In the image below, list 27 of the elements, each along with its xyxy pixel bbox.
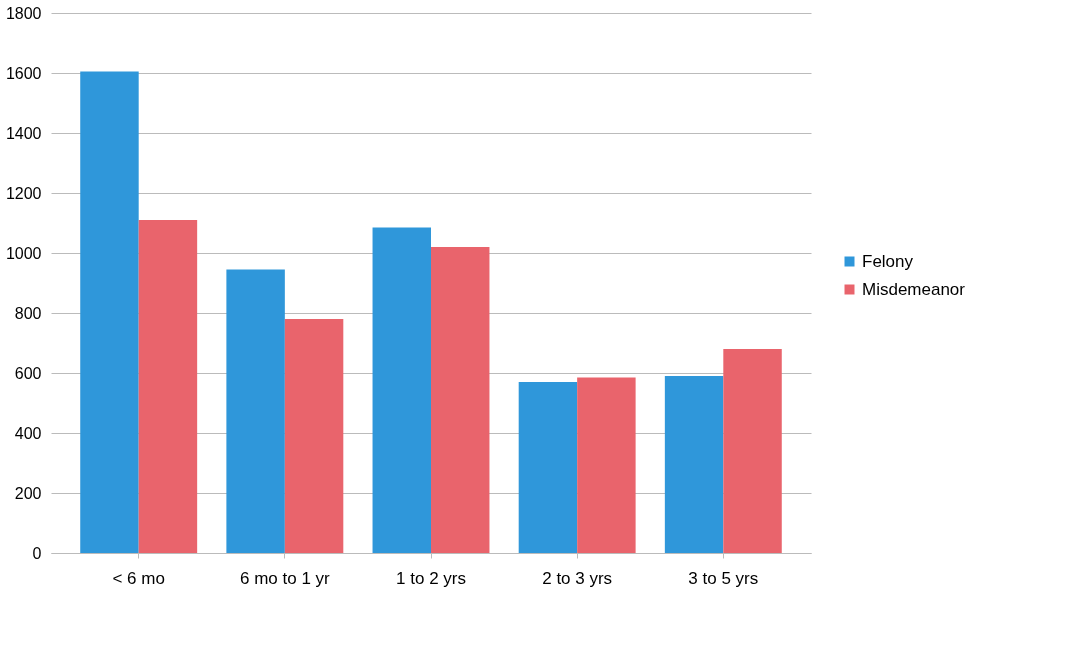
y-tick-label: 1200: [5, 184, 42, 202]
y-tick-label: 1800: [5, 4, 42, 22]
bar: [284, 319, 344, 553]
bar: [723, 349, 782, 553]
bar: [431, 247, 490, 553]
bar: [226, 269, 285, 553]
legend-label: Felony: [862, 251, 914, 271]
bar: [664, 376, 724, 553]
bar: [80, 71, 139, 553]
y-tick-label: 0: [32, 544, 42, 562]
x-tick-label: 1 to 2 yrs: [396, 568, 466, 588]
legend-label: Misdemeanor: [862, 279, 966, 299]
bar: [577, 377, 636, 553]
bar: [372, 227, 431, 553]
y-tick-label: 600: [14, 364, 42, 382]
y-tick-label: 1600: [5, 64, 42, 82]
bar: [518, 382, 578, 553]
x-tick-label: 3 to 5 yrs: [688, 568, 759, 588]
x-tick-label: 6 mo to 1 yr: [239, 568, 331, 588]
y-tick-label: 1400: [5, 124, 42, 142]
bar: [138, 220, 198, 553]
y-tick-label: 800: [14, 304, 42, 322]
y-tick-label: 400: [14, 424, 42, 442]
x-tick-label: < 6 mo: [112, 568, 165, 588]
x-tick-label: 2 to 3 yrs: [542, 568, 613, 588]
y-tick-label: 1000: [5, 244, 42, 262]
y-tick-label: 200: [14, 484, 42, 502]
